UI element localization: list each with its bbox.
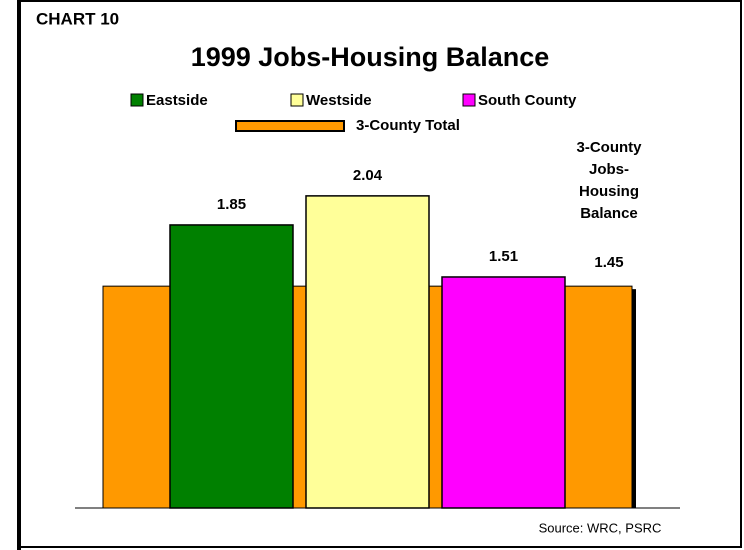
bar: [305, 195, 430, 509]
legend-label: South County: [478, 92, 577, 109]
value-label: 2.04: [353, 167, 383, 184]
legend-swatch: [130, 93, 144, 107]
source: Source: WRC, PSRC: [539, 520, 662, 535]
value-label: 1.85: [217, 196, 246, 213]
legend-swatch: [462, 93, 476, 107]
legend-label: Eastside: [146, 92, 208, 109]
annotation: Jobs-: [589, 161, 629, 178]
chart-title: 1999 Jobs-Housing Balance: [191, 42, 550, 72]
annotation: Balance: [580, 205, 638, 222]
value-label: 1.51: [489, 248, 518, 265]
annotation: Housing: [579, 183, 639, 200]
bar: [441, 276, 566, 509]
bar: [169, 224, 294, 509]
legend-label: Westside: [306, 92, 372, 109]
legend-swatch: [290, 93, 304, 107]
legend-swatch: [235, 120, 345, 132]
value-label: 1.45: [594, 254, 623, 271]
annotation: 3-County: [577, 139, 643, 156]
legend-label: 3-County Total: [356, 117, 460, 134]
chart-label: CHART 10: [36, 9, 119, 28]
